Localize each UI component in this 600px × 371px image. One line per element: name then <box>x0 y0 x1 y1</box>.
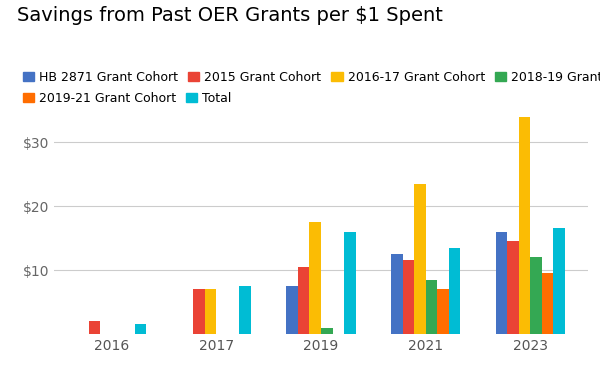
Bar <box>437 289 449 334</box>
Bar <box>519 116 530 334</box>
Bar <box>239 286 251 334</box>
Bar <box>496 232 508 334</box>
Legend: 2019-21 Grant Cohort, Total: 2019-21 Grant Cohort, Total <box>23 92 232 105</box>
Bar <box>134 324 146 334</box>
Bar <box>310 222 321 334</box>
Bar <box>553 229 565 334</box>
Bar <box>542 273 553 334</box>
Bar <box>89 321 100 334</box>
Bar <box>403 260 414 334</box>
Bar <box>508 241 519 334</box>
Bar <box>321 328 332 334</box>
Bar <box>286 286 298 334</box>
Bar <box>530 257 542 334</box>
Bar <box>298 267 310 334</box>
Bar <box>449 248 460 334</box>
Text: Savings from Past OER Grants per $1 Spent: Savings from Past OER Grants per $1 Spen… <box>17 6 442 24</box>
Bar <box>193 289 205 334</box>
Bar <box>391 254 403 334</box>
Bar <box>205 289 216 334</box>
Bar <box>426 280 437 334</box>
Bar <box>414 184 426 334</box>
Bar <box>344 232 356 334</box>
